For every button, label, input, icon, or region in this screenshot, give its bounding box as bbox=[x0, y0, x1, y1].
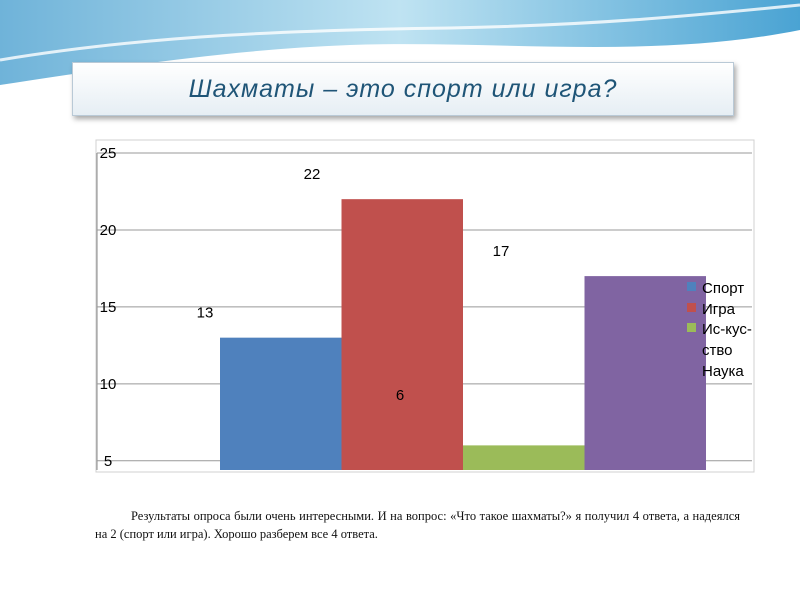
legend-swatch bbox=[687, 365, 696, 374]
y-tick-label: 20 bbox=[100, 222, 117, 239]
legend-item: Ис-кус-ство bbox=[684, 319, 752, 361]
bar bbox=[341, 199, 463, 471]
legend-label: Наука bbox=[702, 363, 744, 380]
y-tick-label: 10 bbox=[100, 376, 117, 393]
paragraph: Результаты опроса были очень интересными… bbox=[95, 509, 740, 541]
legend-label: Ис-кус-ство bbox=[702, 321, 752, 359]
legend-swatch bbox=[687, 282, 696, 291]
legend-label: Спорт bbox=[702, 280, 745, 297]
y-tick-label: 5 bbox=[104, 453, 112, 470]
legend-item: Наука bbox=[684, 361, 752, 382]
y-tick-label: 25 bbox=[100, 145, 117, 162]
bar bbox=[584, 276, 706, 470]
slide-title: Шахматы – это спорт или игра? bbox=[72, 62, 734, 116]
y-tick-label: 15 bbox=[100, 299, 117, 316]
bar bbox=[220, 337, 342, 470]
data-label: 17 bbox=[493, 243, 510, 260]
legend: Спорт Игра Ис-кус-ство Наука bbox=[684, 278, 752, 388]
legend-item: Игра bbox=[684, 299, 752, 320]
legend-swatch bbox=[687, 303, 696, 312]
data-label: 22 bbox=[304, 166, 321, 183]
wave-line bbox=[0, 3, 800, 62]
bar bbox=[463, 445, 585, 470]
legend-item: Спорт bbox=[684, 278, 752, 299]
legend-label: Игра bbox=[702, 301, 735, 318]
data-label: 13 bbox=[197, 305, 214, 322]
legend-swatch bbox=[687, 323, 696, 332]
data-label: 6 bbox=[396, 387, 404, 404]
